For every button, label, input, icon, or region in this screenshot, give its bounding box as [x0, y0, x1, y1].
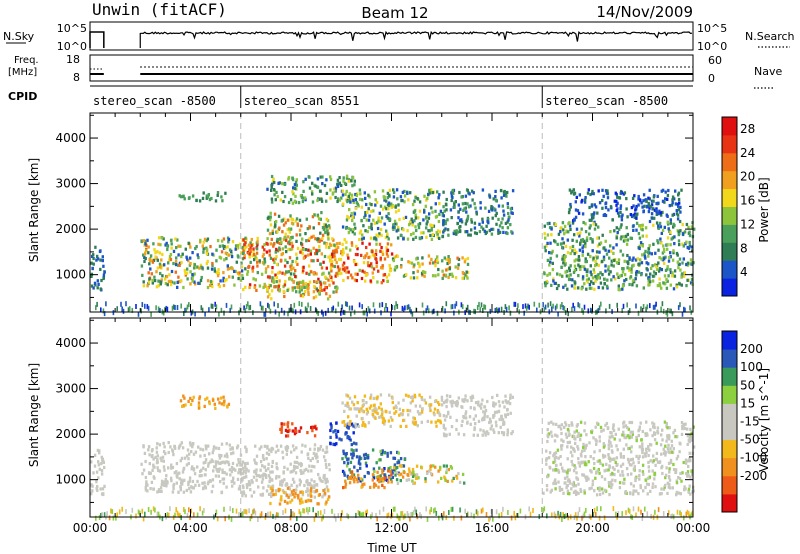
- colorbar-swatch: [722, 349, 737, 368]
- colorbar-tick-label: 4: [740, 265, 748, 279]
- colorbar-tick-label: -200: [740, 469, 767, 483]
- colorbar-swatch: [722, 421, 737, 441]
- nsky-right-tick-bottom: 10^0: [697, 40, 727, 53]
- data-cells: [90, 393, 696, 522]
- power-ylabel: Slant Range [km]: [27, 158, 41, 262]
- cpid-label: CPID: [8, 90, 37, 103]
- x-tick-label: 00:00: [676, 521, 711, 535]
- colorbar-tick-label: 20: [740, 170, 755, 184]
- y-tick-label: 3000: [55, 177, 86, 191]
- x-tick-label: 00:00: [73, 521, 108, 535]
- colorbar-tick-label: 24: [740, 146, 755, 160]
- x-tick-label: 16:00: [475, 521, 510, 535]
- colorbar-tick-label: 100: [740, 360, 763, 374]
- colorbar-swatch: [722, 152, 737, 172]
- x-tick-label: 04:00: [173, 521, 208, 535]
- colorbar-swatch: [722, 331, 737, 350]
- nsky-label: N.Sky: [3, 30, 35, 43]
- colorbar-swatch: [722, 385, 737, 404]
- colorbar-swatch: [722, 188, 737, 207]
- velocity-colorbar-label: Velocity [m s^-1]: [757, 368, 771, 472]
- colorbar-swatch: [722, 493, 737, 513]
- colorbar-swatch: [722, 224, 737, 243]
- cpid-segment-label: stereo_scan -8500: [93, 94, 216, 108]
- colorbar-tick-label: 28: [740, 122, 755, 136]
- y-tick-label: 1000: [55, 268, 86, 282]
- y-tick-label: 2000: [55, 222, 86, 236]
- y-tick-label: 1000: [55, 473, 86, 487]
- nsearch-label: N.Search: [745, 30, 795, 43]
- colorbar-tick-label: -50: [740, 433, 760, 447]
- colorbar-tick-label: -15: [740, 415, 760, 429]
- nsky-trace: [89, 30, 693, 48]
- x-tick-label: 12:00: [374, 521, 409, 535]
- cpid-segment-label: stereo_scan 8551: [244, 94, 360, 108]
- velocity-colorbar: 200 100 50 15 -15 -50 -100 -200: [721, 330, 767, 513]
- nsky-segment-early: [89, 31, 105, 48]
- nave-tick-top: 60: [708, 54, 722, 67]
- colorbar-swatch: [722, 475, 737, 495]
- power-colorbar-label: Power [dB]: [757, 177, 771, 242]
- colorbar-tick-label: 12: [740, 217, 755, 231]
- colorbar-swatch: [722, 242, 737, 261]
- freq-tick-top: 18: [66, 53, 80, 66]
- x-tick-label: 20:00: [575, 521, 610, 535]
- colorbar-tick-label: 50: [740, 378, 755, 392]
- colorbar-swatch: [722, 439, 737, 459]
- colorbar-swatch: [722, 367, 737, 386]
- colorbar-swatch: [722, 278, 737, 297]
- y-tick-label: 4000: [55, 336, 86, 350]
- colorbar-tick-label: -100: [740, 451, 767, 465]
- freq-tick-bottom: 8: [73, 71, 80, 84]
- colorbar-frame: [721, 330, 738, 513]
- velocity-ylabel: Slant Range [km]: [27, 363, 41, 467]
- colorbar-swatch: [722, 134, 737, 154]
- cpid-segment-label: stereo_scan -8500: [545, 94, 668, 108]
- freq-unit-label: [MHz]: [8, 67, 37, 78]
- y-tick-label: 4000: [55, 131, 86, 145]
- colorbar-frame: [721, 116, 738, 297]
- power-colorbar: 4 8 12 16 20 24 28: [721, 116, 755, 297]
- y-tick-label: 2000: [55, 427, 86, 441]
- station-title: Unwin (fitACF): [92, 0, 227, 19]
- beam-title: Beam 12: [361, 4, 428, 22]
- colorbar-swatch: [722, 260, 737, 279]
- colorbar-swatch: [722, 457, 737, 477]
- freq-strip-frame: [89, 54, 694, 82]
- colorbar-tick-label: 15: [740, 396, 755, 410]
- cpid-strip: stereo_scan -8500 stereo_scan 8551 stereo_…: [90, 85, 693, 108]
- nsky-tick-top: 10^5: [57, 22, 87, 35]
- colorbar-tick-label: 200: [740, 342, 763, 356]
- x-axis-title: Time UT: [366, 541, 417, 554]
- date-title: 14/Nov/2009: [596, 3, 693, 21]
- power-panel: 1000 2000 3000 4000: [55, 112, 696, 317]
- nsky-segment-main: [139, 30, 693, 48]
- nsky-tick-bottom: 10^0: [57, 40, 87, 53]
- colorbar-swatch: [722, 170, 737, 190]
- colorbar-swatch: [722, 403, 737, 422]
- nave-label: Nave: [754, 65, 782, 78]
- colorbar-swatch: [722, 117, 737, 136]
- freq-label: Freq.: [14, 55, 39, 66]
- colorbar-tick-label: 16: [740, 194, 755, 208]
- velocity-panel: 1000 2000 3000 4000 00:00 04:00 08:00 12:00 16:0…: [55, 317, 711, 535]
- colorbar-tick-label: 8: [740, 241, 748, 255]
- nave-tick-bottom: 0: [708, 72, 715, 85]
- x-tick-label: 08:00: [274, 521, 309, 535]
- nsky-right-tick-top: 10^5: [697, 22, 727, 35]
- colorbar-swatch: [722, 206, 737, 225]
- y-tick-label: 3000: [55, 382, 86, 396]
- data-cells: [90, 174, 696, 317]
- freq-trace: [90, 66, 693, 75]
- nsky-strip-frame: [89, 21, 694, 51]
